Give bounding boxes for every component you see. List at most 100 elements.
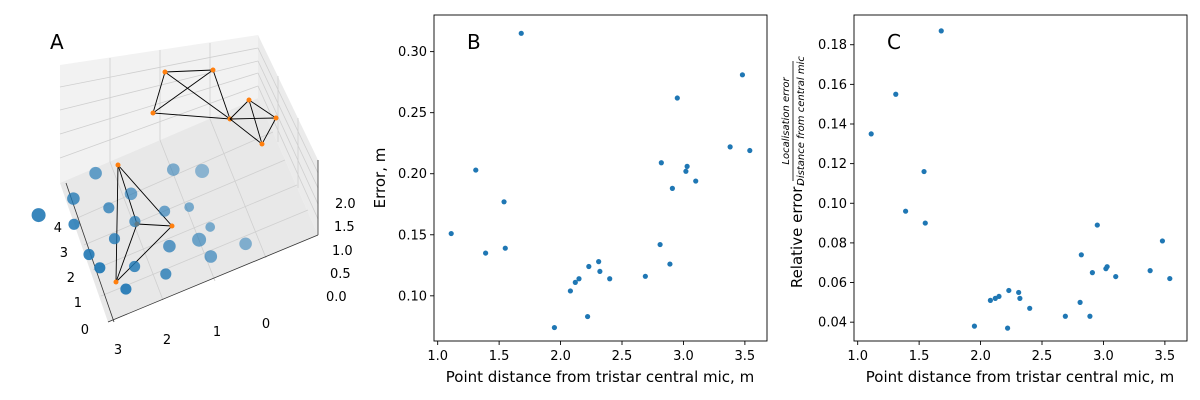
scatter-point-3d [204,250,218,263]
y-axis-ticks-3d: 4 3 2 1 0 [54,221,89,338]
scatter-point-3d [163,239,176,253]
y-tick-label: 0.30 [398,45,427,60]
scatter-point [483,250,489,256]
scatter-point [1017,295,1023,301]
x-tick-label: 3.5 [1155,349,1176,364]
scatter-point [1113,273,1119,280]
y-tick-label: 0.20 [398,167,427,182]
panel-label-c: C [887,30,901,54]
z3d-tick-0: 0.0 [326,290,347,305]
scatter-point [586,263,592,270]
scatter-point [1104,264,1110,270]
z-axis-ticks-3d: 0.0 0.5 1.0 1.5 2.0 [326,197,356,305]
y-tick-label: 0.18 [818,38,847,53]
scatter-point [572,279,578,285]
scatter-point [667,261,673,267]
mic-marker [273,115,279,121]
panel-c-scatter: 1.0 1.5 2.0 2.5 3.0 3.5 0.04 0.06 0.08 0.10 0.12 0.… [781,14,1188,386]
scatter-point [1062,313,1068,319]
x-tick-label: 2.0 [550,349,571,364]
scatter-point [1087,313,1093,319]
mic-marker [113,279,119,285]
scatter-point [1089,270,1095,276]
y3d-tick-2: 2 [67,271,75,286]
mic-marker [246,97,252,103]
y-axis-label-c: Relative error, Localisation error Dista… [781,56,807,289]
scatter-point [597,268,603,275]
z3d-tick-3: 1.5 [334,220,355,235]
scatter-point-3d [239,237,252,251]
scatter-point-3d [83,248,95,261]
y3d-tick-1: 1 [74,296,82,311]
scatter-point [1027,305,1033,311]
y-tick-label: 0.10 [818,197,847,212]
x-axis-label-b: Point distance from tristar central mic,… [446,368,754,386]
x-tick-label: 2.5 [1032,349,1053,364]
scatter-point [584,313,591,320]
ticks-b: 1.0 1.5 2.0 2.5 3.0 3.5 0.10 0.15 0.20 0.25 0.30 [398,45,755,364]
scatter-point [501,199,507,205]
x-tick-label: 3.0 [673,349,694,364]
mic-array-right [229,97,279,147]
scatter-point [693,178,699,184]
grid-back-left [59,43,259,162]
mic-marker [115,162,121,168]
mic-marker [169,223,175,229]
z3d-tick-1: 0.5 [330,267,351,282]
scatter-point-3d [159,205,171,217]
mic-marker [162,69,168,75]
scatter-point [502,245,508,251]
scatter-point [1167,275,1173,282]
plot-area-c [853,14,1188,342]
scatter-point-3d [67,192,80,205]
scatter-point [567,288,573,294]
scatter-point [868,131,874,137]
scatter-point [971,323,978,329]
scatter-point [1016,289,1022,296]
y3d-tick-4: 4 [54,221,62,236]
y-tick-label: 0.10 [398,289,427,304]
scatter-point-3d [31,208,46,223]
scatter-point-3d [160,268,172,280]
scatter-point-3d [184,202,195,212]
x3d-tick-0: 0 [262,317,270,332]
scatter-point [473,167,479,173]
y-tick-label: 0.16 [818,78,847,93]
mic-array-top-lines [152,69,231,120]
y-tick-label: 0.04 [818,316,847,331]
x-tick-label: 1.0 [847,349,868,364]
y3d-tick-0: 0 [81,323,89,338]
scatter-point [996,293,1002,300]
scatter-point-3d [167,163,180,176]
scatter-point [893,91,899,97]
x-axis-ticks-3d: 3 2 1 0 [114,317,270,358]
scatter-point [576,276,582,282]
x-tick-label: 2.5 [612,349,633,364]
y-tick-label: 0.12 [818,157,847,172]
scatter-point-3d [89,166,102,180]
scatter-point [669,185,675,191]
y-axis-label-c-denominator: Distance from central mic [796,56,807,186]
scatter-point [1159,238,1166,244]
scatter-point [683,168,689,174]
mic-marker [210,67,216,73]
x-tick-label: 2.0 [970,349,991,364]
scatter-point [739,72,746,78]
scatter-point [658,160,664,166]
z3d-tick-4: 2.0 [335,197,356,212]
scatter-point [1077,299,1083,305]
scatter-point [1094,222,1100,228]
x3d-tick-2: 2 [163,333,171,348]
scatter-point [1006,287,1012,294]
scatter-point-3d [120,283,132,295]
scatter-point [596,259,602,265]
scatter-point-3d [195,164,210,178]
scatter-point [747,147,753,154]
x3d-tick-1: 1 [213,325,221,340]
scatter-point-3d [129,260,141,273]
scatter-point [674,95,680,101]
x-tick-label: 3.5 [735,349,756,364]
panel-a-3d-scatter: 4 3 2 1 0 3 2 1 0 0.0 0.5 1.0 1.5 2.0 [31,30,356,358]
scatter-point-3d [108,233,121,245]
